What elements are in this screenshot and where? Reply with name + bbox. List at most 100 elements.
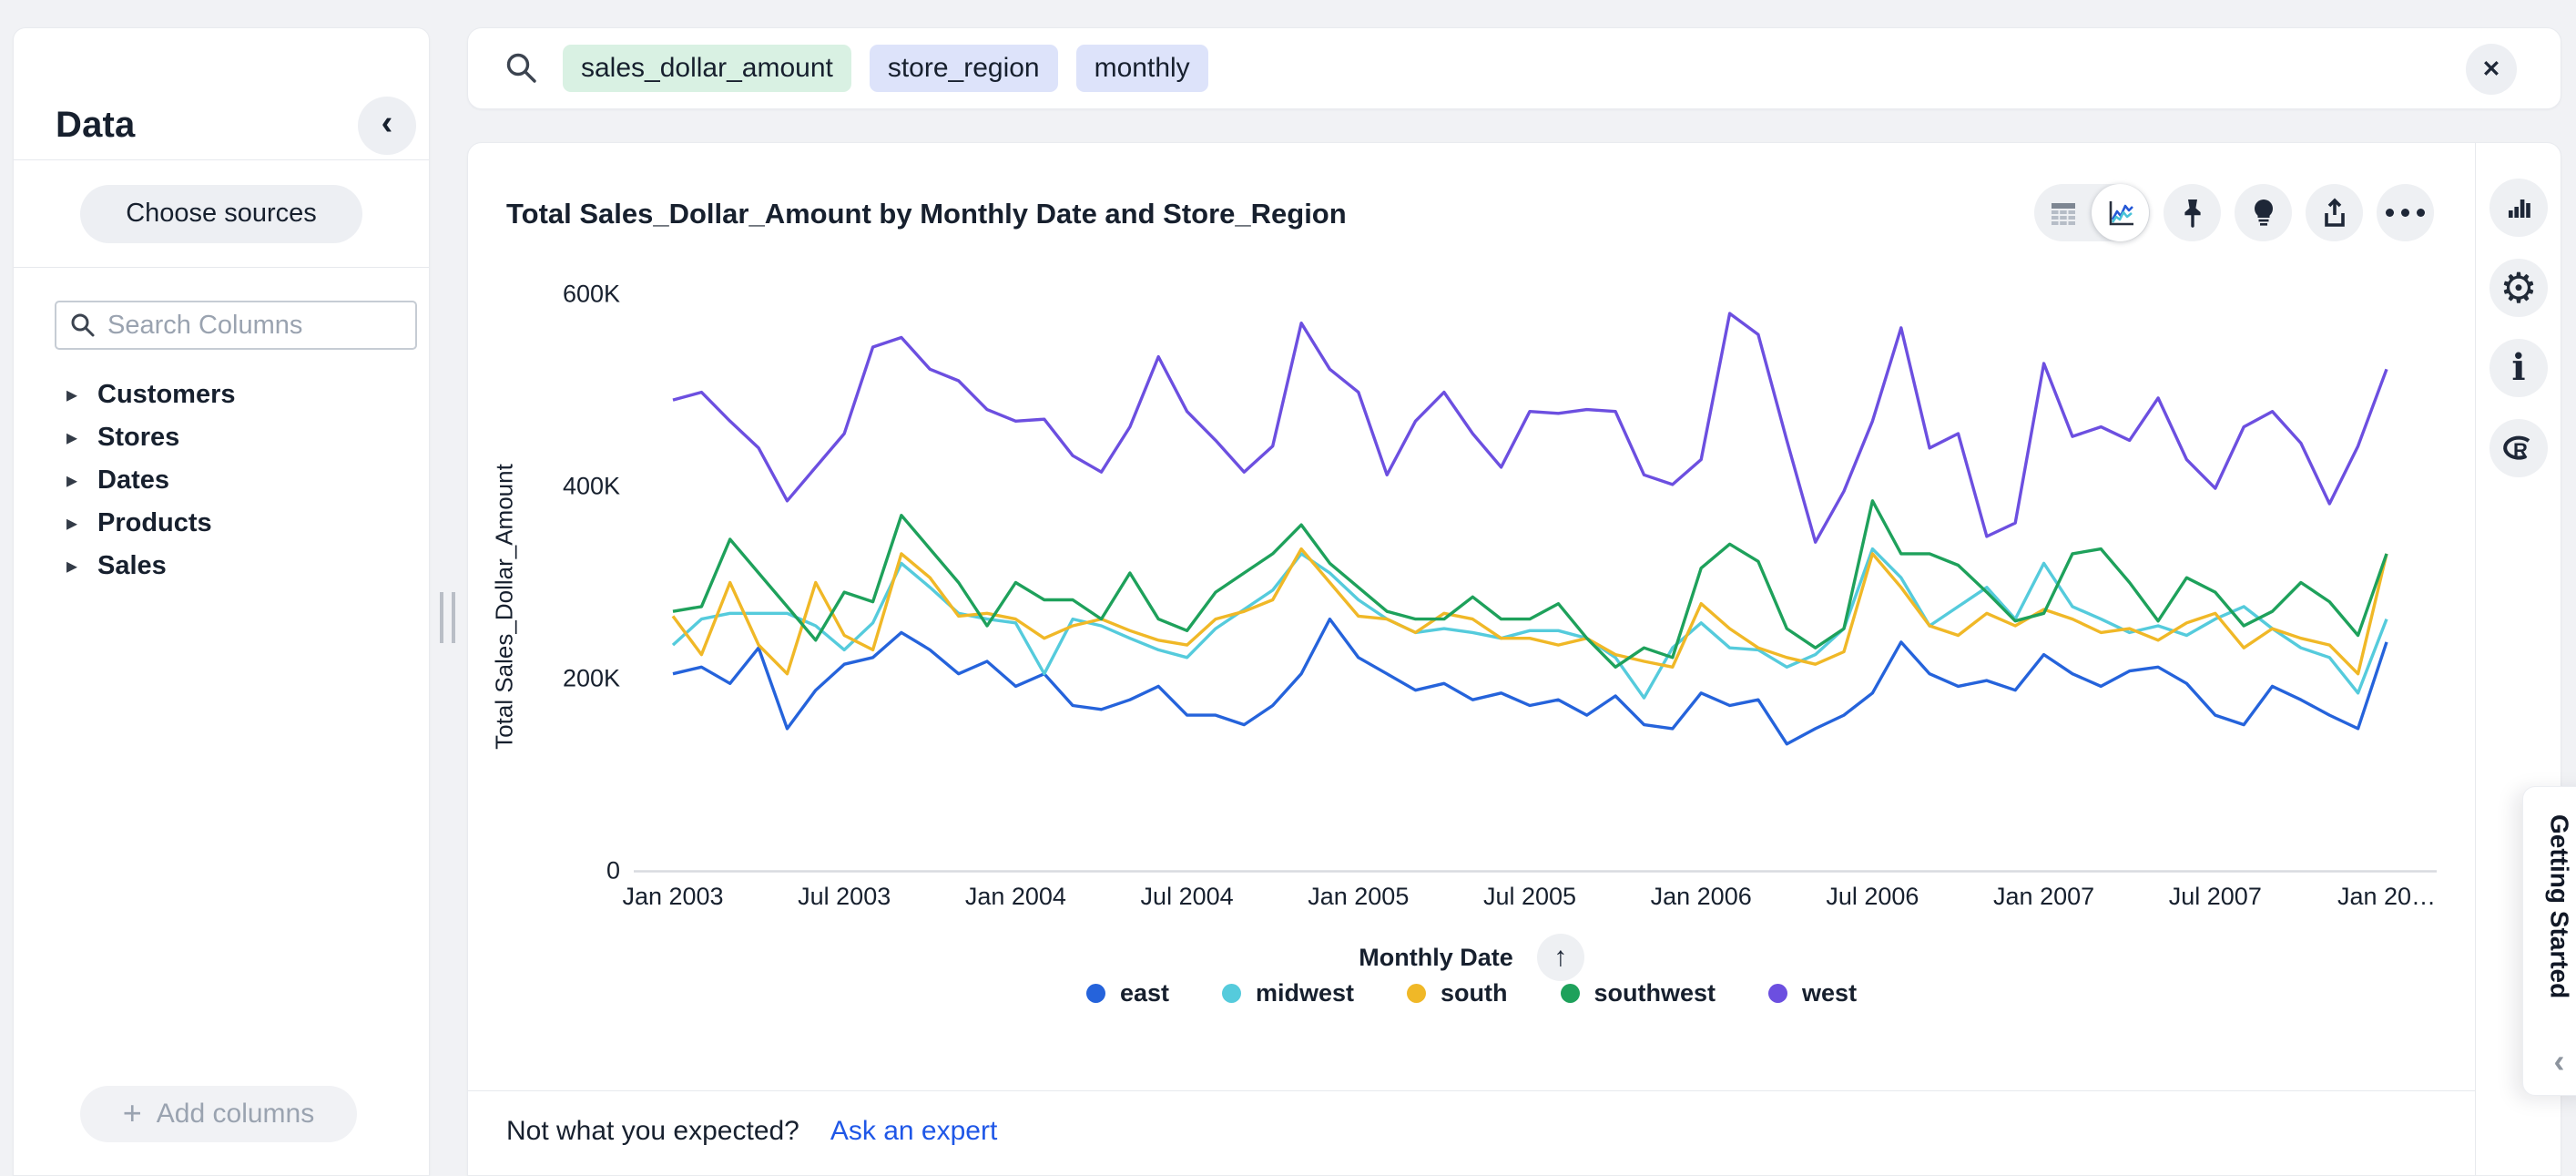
legend-item-east[interactable]: east [1085,979,1169,1007]
caret-right-icon[interactable]: ▸ [66,511,78,536]
ellipsis-icon [2386,209,2425,217]
close-search-button[interactable]: ✕ [2466,44,2517,95]
tree-item-sales[interactable]: ▸ Sales [14,545,429,588]
search-icon [506,53,536,83]
legend-label: southwest [1593,979,1716,1007]
line-chart-icon [2109,200,2133,225]
svg-text:R: R [2513,439,2528,462]
legend-dot [1085,984,1105,1003]
r-logo-icon: R [2503,435,2530,462]
search-icon [71,313,95,337]
x-tick-label: Jul 2003 [798,883,891,910]
legend-label: midwest [1255,979,1355,1007]
caret-right-icon[interactable]: ▸ [66,383,78,407]
answer-footer: Not what you expected? Ask an expert [506,1116,997,1147]
line-chart[interactable] [468,143,2475,963]
chevron-left-icon[interactable]: ‹ [2553,1042,2565,1079]
more-options-button[interactable] [2377,184,2434,241]
chart-legend: east midwest south southwest west [468,979,2475,1007]
legend-item-west[interactable]: west [1768,979,1857,1007]
y-tick-label: 0 [606,856,620,885]
legend-label: south [1441,979,1508,1007]
right-rail: ⚙︎ i R [2475,143,2561,1175]
answer-toolbar [2034,184,2434,241]
query-token-sales-dollar-amount[interactable]: sales_dollar_amount [563,45,851,92]
query-tokens: sales_dollar_amount store_region monthly [563,45,1208,92]
sidebar-collapse-button[interactable]: ‹ [358,97,416,155]
legend-item-southwest[interactable]: southwest [1560,979,1716,1007]
sidebar-resize-handle[interactable] [440,592,455,643]
y-axis-title: Total Sales_Dollar_Amount [490,464,518,750]
close-icon: ✕ [2481,56,2501,82]
series-line-southwest[interactable] [672,499,2388,669]
series-line-south[interactable] [671,547,2388,676]
series-line-midwest[interactable] [671,547,2388,700]
answer-card: Total Sales_Dollar_Amount by Monthly Dat… [467,142,2561,1176]
insights-button[interactable] [2235,184,2292,241]
legend-item-midwest[interactable]: midwest [1221,979,1355,1007]
tree-item-dates[interactable]: ▸ Dates [14,459,429,502]
x-tick-label: Jan 2007 [1993,883,2095,910]
x-tick-label: Jan 2006 [1650,883,1752,910]
y-tick-label: 200K [562,664,620,692]
x-tick-label: Jan 2004 [964,883,1066,910]
add-columns-button[interactable]: + Add columns [80,1086,357,1142]
sort-ascending-button[interactable]: ↑ [1536,934,1584,981]
getting-started-label: Getting Started [2545,814,2574,999]
search-columns-box[interactable] [55,301,417,350]
ask-an-expert-link[interactable]: Ask an expert [830,1116,998,1146]
table-view-button[interactable] [2034,184,2092,241]
columns-tree: ▸ Customers ▸ Stores ▸ Dates ▸ Products ▸ Sales [14,373,429,588]
sources-row: Choose sources [14,160,429,268]
x-axis-row: Monthly Date ↑ [468,934,2475,981]
choose-sources-button[interactable]: Choose sources [80,184,362,243]
legend-label: west [1802,979,1858,1007]
tree-item-products[interactable]: ▸ Products [14,502,429,545]
data-panel: Data ‹ Choose sources ▸Customers▸Stores▸… [13,27,430,1176]
footer-divider [468,1090,2475,1091]
query-search-bar[interactable]: sales_dollar_amount store_region monthly ✕ [467,27,2561,109]
x-tick-label: Jul 2007 [2168,883,2262,910]
tree-item-label: Customers [97,380,236,409]
view-toggle [2034,184,2150,241]
caret-right-icon[interactable]: ▸ [66,425,78,450]
x-tick-label: Jul 2006 [1826,883,1919,910]
tree-item-stores[interactable]: ▸ Stores [14,416,429,459]
settings-button[interactable]: ⚙︎ [2489,259,2548,317]
chart-view-button[interactable] [2092,184,2149,241]
lightbulb-icon [2254,199,2273,226]
caret-right-icon[interactable]: ▸ [66,468,78,493]
tree-item-label: Sales [97,551,167,580]
share-button[interactable] [2306,184,2363,241]
chart-type-button[interactable] [2489,179,2548,237]
add-columns-label: Add columns [156,1099,315,1129]
data-panel-header: Data ‹ [14,28,429,160]
query-token-store-region[interactable]: store_region [869,45,1058,92]
bar-chart-icon [2509,199,2530,218]
tree-item-customers[interactable]: ▸ Customers [14,373,429,416]
rail-divider [2475,143,2476,1175]
x-axis-title: Monthly Date [1359,943,1513,971]
legend-dot [1407,984,1427,1003]
y-tick-label: 400K [562,472,620,500]
tree-item-label: Stores [97,423,180,452]
legend-item-south[interactable]: south [1407,979,1508,1007]
pin-icon [2184,199,2201,228]
series-line-east[interactable] [672,617,2388,746]
x-tick-label: Jul 2005 [1482,883,1577,910]
getting-started-panel[interactable]: Getting Started ‹ [2522,786,2576,1096]
tree-item-label: Products [97,508,212,537]
footer-prompt: Not what you expected? [506,1116,799,1146]
info-button[interactable]: i [2489,339,2548,397]
arrow-up-icon: ↑ [1553,942,1568,972]
table-icon [2051,202,2075,225]
r-analysis-button[interactable]: R [2489,419,2548,477]
pin-button[interactable] [2164,184,2221,241]
caret-right-icon[interactable]: ▸ [66,554,78,578]
series-line-west[interactable] [672,312,2388,544]
query-token-monthly[interactable]: monthly [1075,45,1208,92]
tree-item-label: Dates [97,465,169,495]
search-columns-input[interactable] [107,310,402,341]
plus-icon: + [122,1093,142,1131]
share-icon [2324,197,2345,227]
